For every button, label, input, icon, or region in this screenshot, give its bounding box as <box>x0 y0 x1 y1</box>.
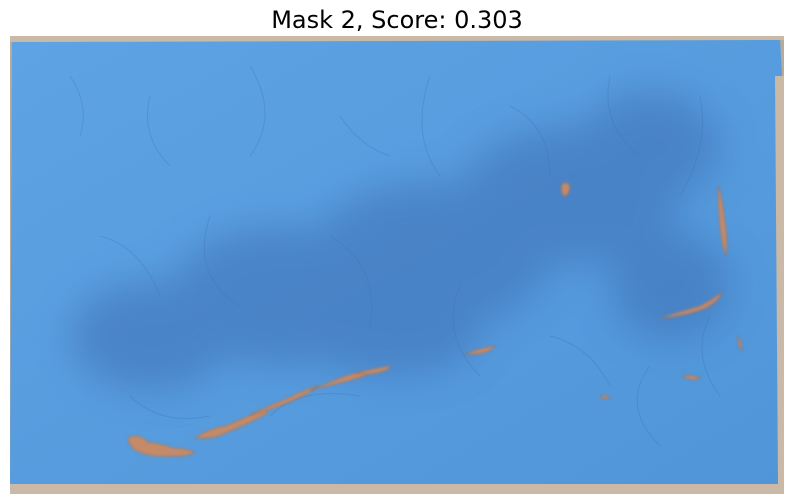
mask-overlay-svg <box>10 36 784 494</box>
shadow-stain <box>70 91 730 391</box>
mask-overlay-image <box>10 36 784 494</box>
crack-regions <box>127 182 743 457</box>
surface-texture <box>69 65 721 447</box>
figure-title: Mask 2, Score: 0.303 <box>271 6 523 34</box>
edge-noise <box>10 36 784 494</box>
